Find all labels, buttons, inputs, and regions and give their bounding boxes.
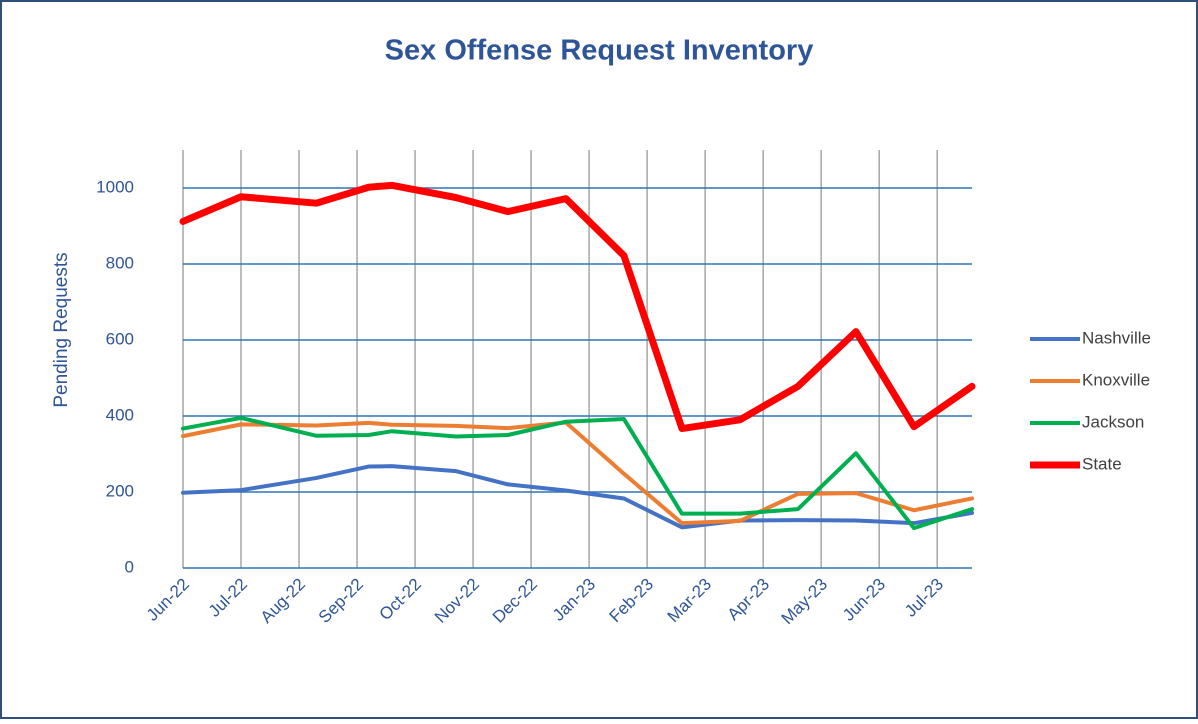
y-tick-label: 200 <box>106 481 134 500</box>
chart-title: Sex Offense Request Inventory <box>385 35 814 67</box>
line-series <box>181 415 974 531</box>
legend-label: Jackson <box>1082 412 1144 431</box>
y-tick-label: 400 <box>106 405 134 424</box>
y-tick-label: 0 <box>125 557 134 576</box>
legend-label: Nashville <box>1082 328 1151 347</box>
legend-label: State <box>1082 454 1122 473</box>
y-tick-label: 600 <box>106 329 134 348</box>
y-axis-label: Pending Requests <box>51 252 72 407</box>
line-series <box>181 464 974 530</box>
y-tick-label: 1000 <box>96 177 134 196</box>
y-tick-label: 800 <box>106 253 134 272</box>
legend-label: Knoxville <box>1082 370 1150 389</box>
line-series <box>179 181 976 433</box>
